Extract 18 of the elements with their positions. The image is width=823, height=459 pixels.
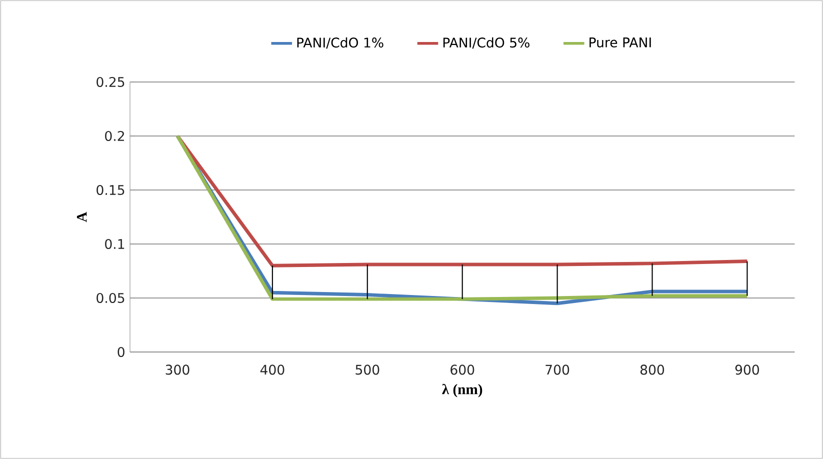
- y-axis-title: A: [76, 212, 87, 222]
- x-tick-label: 400: [260, 364, 284, 375]
- y-tick-label: 0.1: [105, 238, 124, 250]
- legend-label: PANI/CdO 5%: [443, 37, 530, 49]
- y-tick-label: 0.05: [96, 292, 124, 304]
- y-tick-label: 0.25: [96, 76, 124, 88]
- x-tick-label: 700: [546, 364, 570, 375]
- y-tick-label: 0: [118, 346, 124, 358]
- legend-label: PANI/CdO 1%: [297, 37, 384, 49]
- y-tick-label: 0.15: [96, 184, 124, 196]
- x-tick-label: 800: [640, 364, 664, 375]
- x-tick-label: 300: [166, 364, 190, 375]
- legend-label: Pure PANI: [590, 38, 651, 48]
- x-tick-label: 500: [356, 364, 380, 375]
- x-tick-label: 600: [450, 364, 474, 375]
- x-tick-label: 900: [735, 364, 760, 375]
- x-axis-title: λ (nm): [442, 384, 482, 398]
- y-tick-label: 0.2: [105, 130, 124, 142]
